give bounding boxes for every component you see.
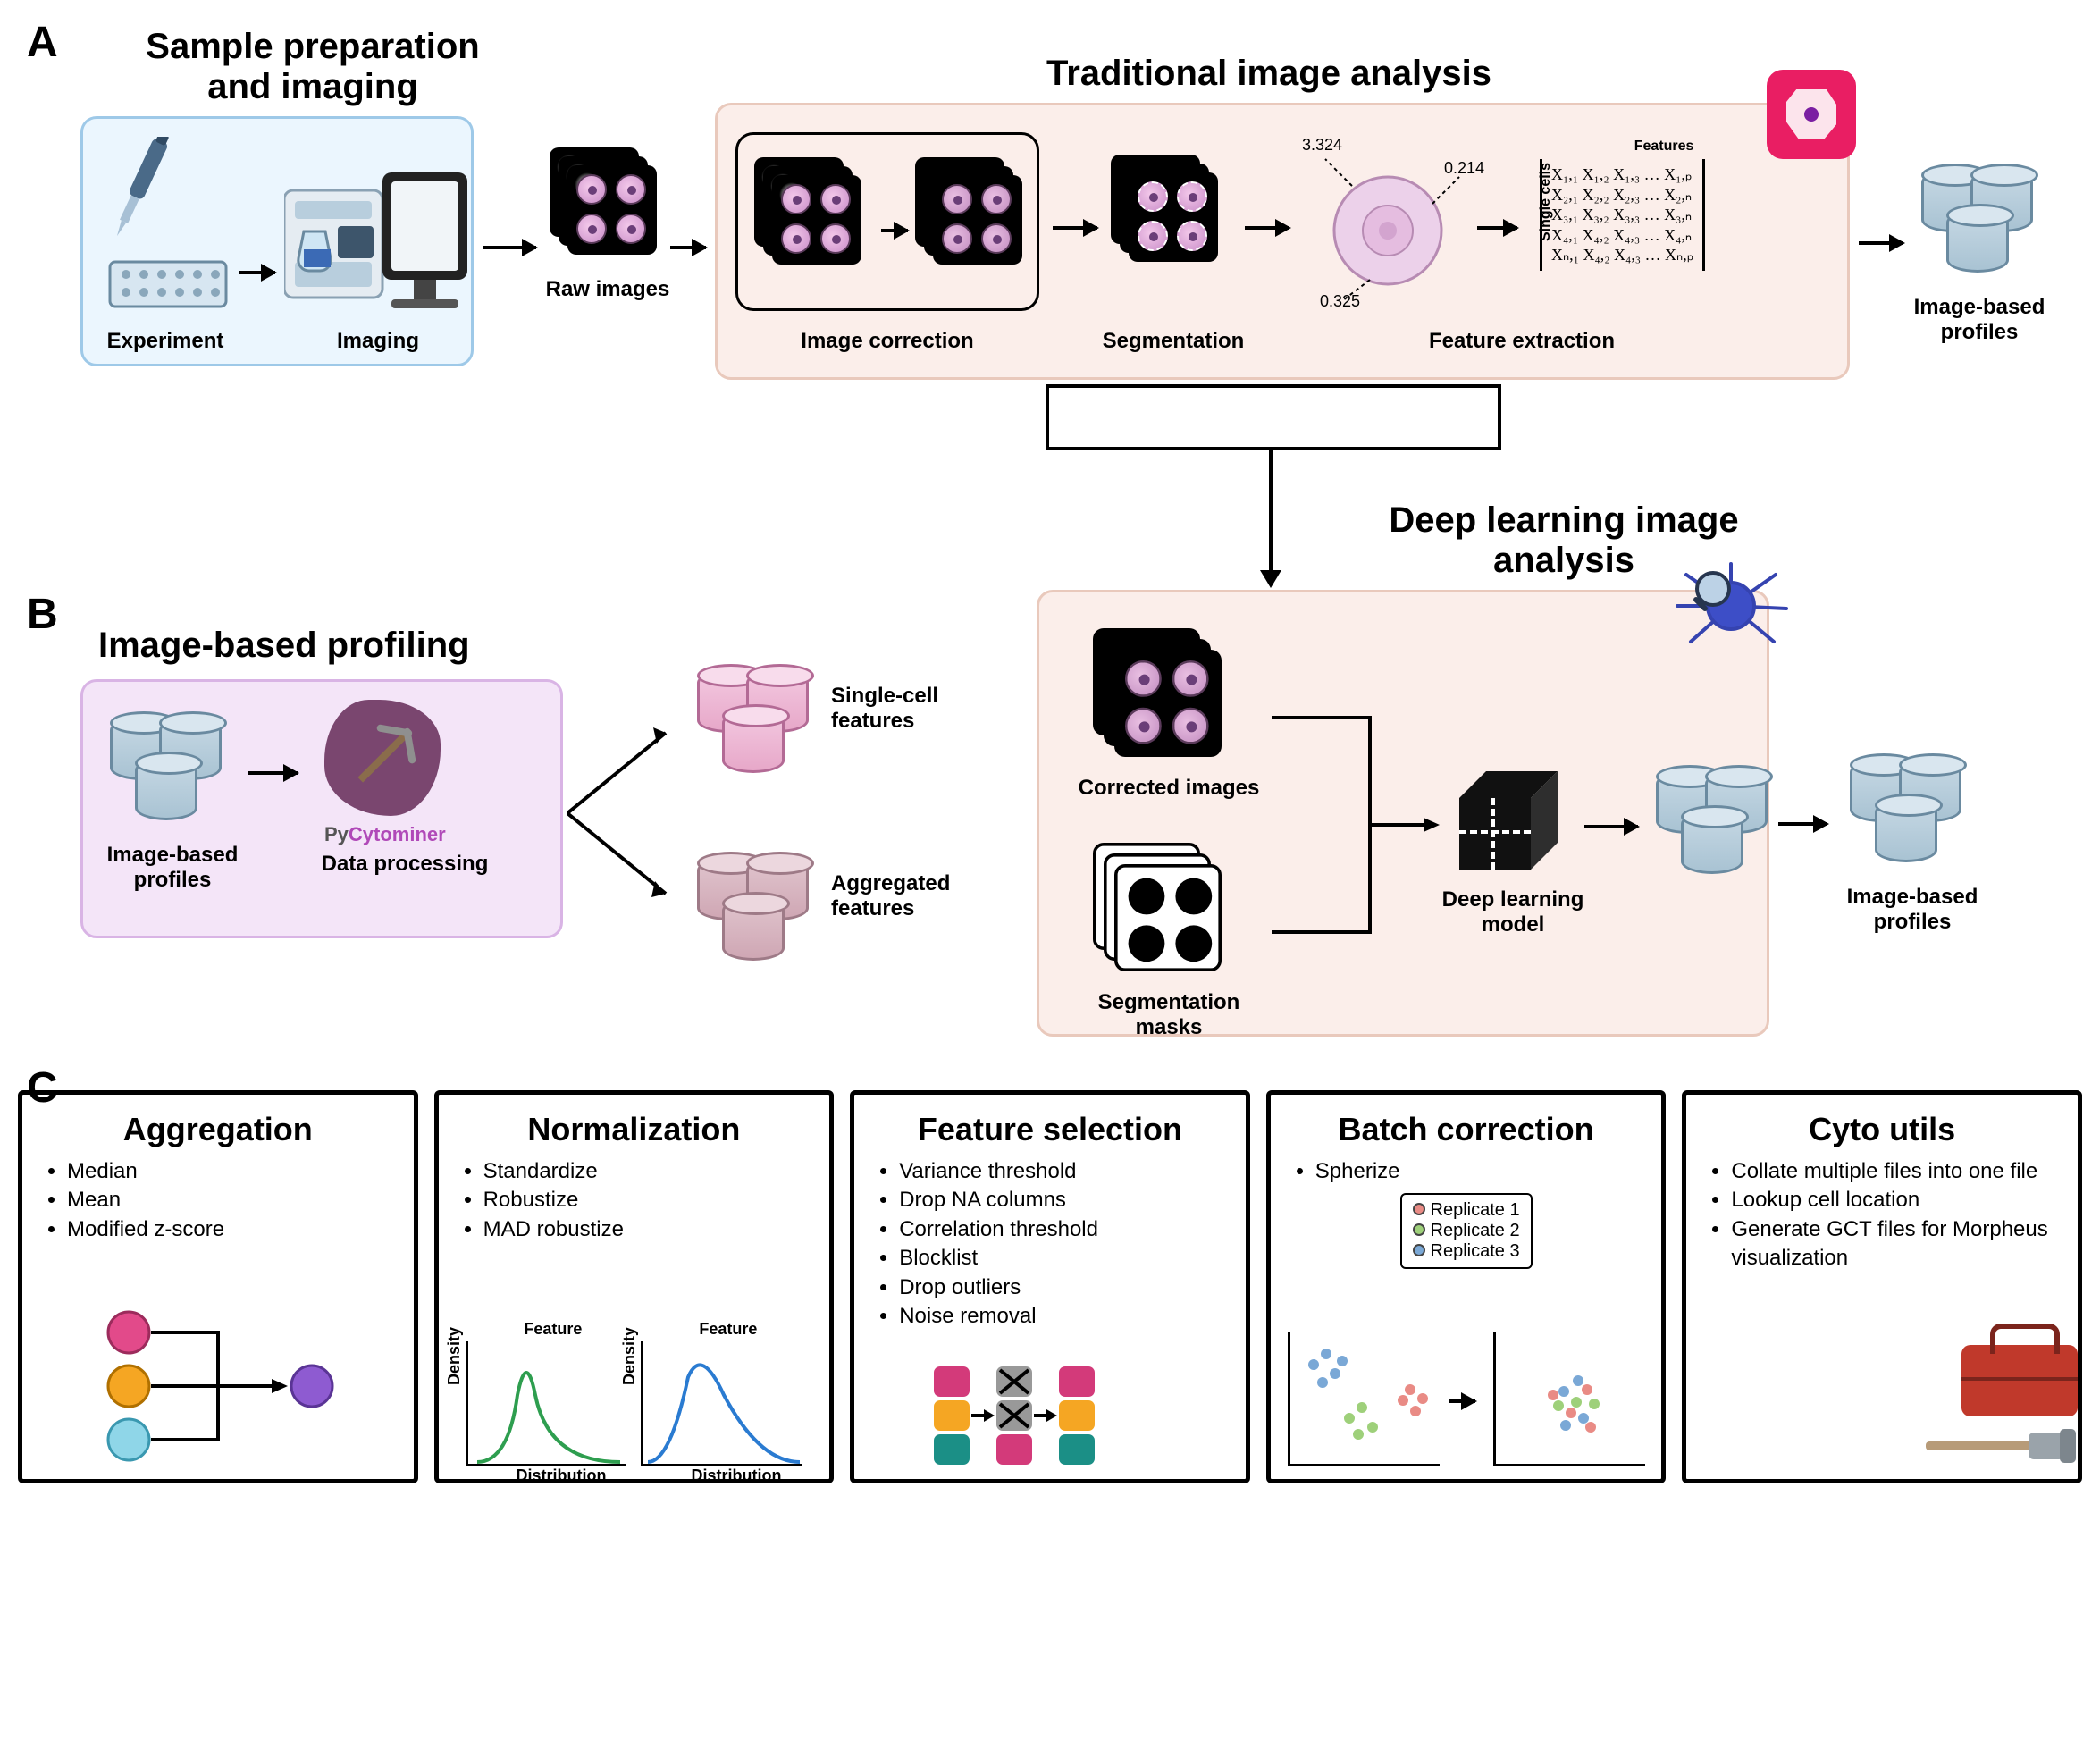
feature-selection-list: Variance threshold Drop NA columns Corre…	[879, 1157, 1228, 1331]
aggregation-card: Aggregation Median Mean Modified z-score	[18, 1090, 418, 1483]
arrow-icon	[1778, 822, 1827, 826]
arrow-icon	[1245, 226, 1289, 230]
segmentation-masks-stack	[1093, 843, 1232, 982]
image-profiles-db-in	[110, 718, 226, 825]
sample-prep-box: Experiment Imaging	[80, 116, 474, 366]
imaging-label: Imaging	[307, 329, 449, 354]
connector-line	[1046, 384, 1501, 388]
normalization-title: Normalization	[457, 1111, 812, 1148]
feature-extraction-label: Feature extraction	[1343, 329, 1701, 354]
toolbox-icon	[1961, 1345, 2078, 1416]
image-based-profiling-title: Image-based profiling	[98, 626, 470, 666]
segmentation-masks-label: Segmentation masks	[1066, 990, 1272, 1040]
image-profiles-label-2: Image-based profiles	[1814, 885, 2011, 935]
arrow-icon	[1859, 241, 1903, 245]
normalization-illustration: Feature Density Distribution Feature Den…	[439, 1297, 830, 1466]
image-profiles-label-1: Image-based profiles	[1886, 295, 2073, 345]
panel-a: A Sample preparation and imaging	[18, 18, 2082, 1072]
image-profiles-db-top	[1921, 170, 2037, 277]
pycytominer-icon	[324, 700, 441, 816]
batch-correction-list: Spherize	[1296, 1157, 1644, 1186]
cyto-utils-title: Cyto utils	[1704, 1111, 2060, 1148]
normalization-card: Normalization Standardize Robustize MAD …	[434, 1090, 835, 1483]
normalization-list: Standardize Robustize MAD robustize	[464, 1157, 812, 1244]
cellprofiler-badge-icon	[1767, 70, 1856, 159]
panel-c: Aggregation Median Mean Modified z-score…	[18, 1090, 2082, 1483]
deep-model-cube-icon	[1459, 771, 1558, 870]
corrected-images-label: Corrected images	[1075, 776, 1263, 801]
pycytominer-label: PyCytominer	[324, 823, 446, 846]
feature-selection-illustration	[854, 1359, 1246, 1466]
aggregation-title: Aggregation	[40, 1111, 396, 1148]
image-profiles-db-deep	[1656, 771, 1772, 878]
feature-selection-card: Feature selection Variance threshold Dro…	[850, 1090, 1250, 1483]
aggregated-label: Aggregated features	[831, 871, 1010, 921]
arrow-icon	[239, 271, 275, 274]
image-correction-label: Image correction	[753, 329, 1021, 354]
arrow-icon	[1477, 226, 1517, 230]
image-profiles-db-deep-out	[1850, 760, 1966, 867]
arrow-icon	[1584, 825, 1638, 828]
raw-images-stack	[550, 147, 666, 264]
deep-model-label: Deep learning model	[1415, 887, 1611, 937]
image-based-profiling-box: Image-based profiles PyCytominer Data pr…	[80, 679, 563, 938]
corrected-images-stack	[1093, 628, 1232, 768]
feature-cell-icon: 3.324 0.214 0.325	[1307, 141, 1468, 302]
cyto-utils-illustration	[1686, 1341, 2078, 1466]
feature-matrix: Features Single cells X₁,₁ X₁,₂ X₁,₃ … X…	[1540, 159, 1705, 271]
arrow-icon	[670, 246, 706, 249]
hammer-icon	[1926, 1427, 2078, 1463]
batch-illustration	[1271, 1315, 1662, 1466]
deep-learning-box: Corrected images Segmentation masks Deep…	[1037, 590, 1769, 1037]
data-processing-label: Data processing	[315, 852, 494, 877]
sample-prep-title: Sample preparation and imaging	[125, 27, 500, 107]
cyto-utils-card: Cyto utils Collate multiple files into o…	[1682, 1090, 2082, 1483]
aggregation-illustration	[22, 1306, 414, 1466]
aggregated-db	[697, 858, 813, 965]
arrow-icon	[248, 771, 298, 775]
branch-arrows-icon	[567, 706, 693, 929]
imaging-instrument-icon	[284, 137, 472, 333]
pipette-plate-icon	[92, 137, 244, 315]
traditional-title: Traditional image analysis	[1001, 54, 1537, 94]
batch-correction-card: Batch correction Spherize Replicate 1 Re…	[1266, 1090, 1667, 1483]
batch-legend: Replicate 1 Replicate 2 Replicate 3	[1289, 1193, 1644, 1269]
arrow-icon	[1053, 226, 1097, 230]
panel-b-label: B	[27, 590, 58, 639]
neuron-magnifier-icon	[1668, 557, 1793, 655]
cyto-utils-list: Collate multiple files into one file Loo…	[1711, 1157, 2060, 1273]
raw-images-label: Raw images	[527, 277, 688, 302]
arrowhead-down-icon	[1260, 570, 1281, 588]
merge-lines-icon	[1263, 664, 1459, 986]
panel-a-label: A	[27, 18, 58, 67]
traditional-box: Image correction Segmentation 3.324 0.21…	[715, 103, 1850, 380]
experiment-label: Experiment	[94, 329, 237, 354]
single-cell-db	[697, 670, 813, 777]
segmentation-stack	[1111, 155, 1227, 271]
image-profiles-label-3: Image-based profiles	[92, 843, 253, 893]
feature-selection-title: Feature selection	[872, 1111, 1228, 1148]
arrow-icon	[483, 246, 536, 249]
segmentation-label: Segmentation	[1084, 329, 1263, 354]
batch-correction-title: Batch correction	[1289, 1111, 1644, 1148]
single-cell-label: Single-cell features	[831, 684, 992, 734]
image-correction-group	[735, 132, 1039, 311]
aggregation-list: Median Mean Modified z-score	[47, 1157, 396, 1244]
